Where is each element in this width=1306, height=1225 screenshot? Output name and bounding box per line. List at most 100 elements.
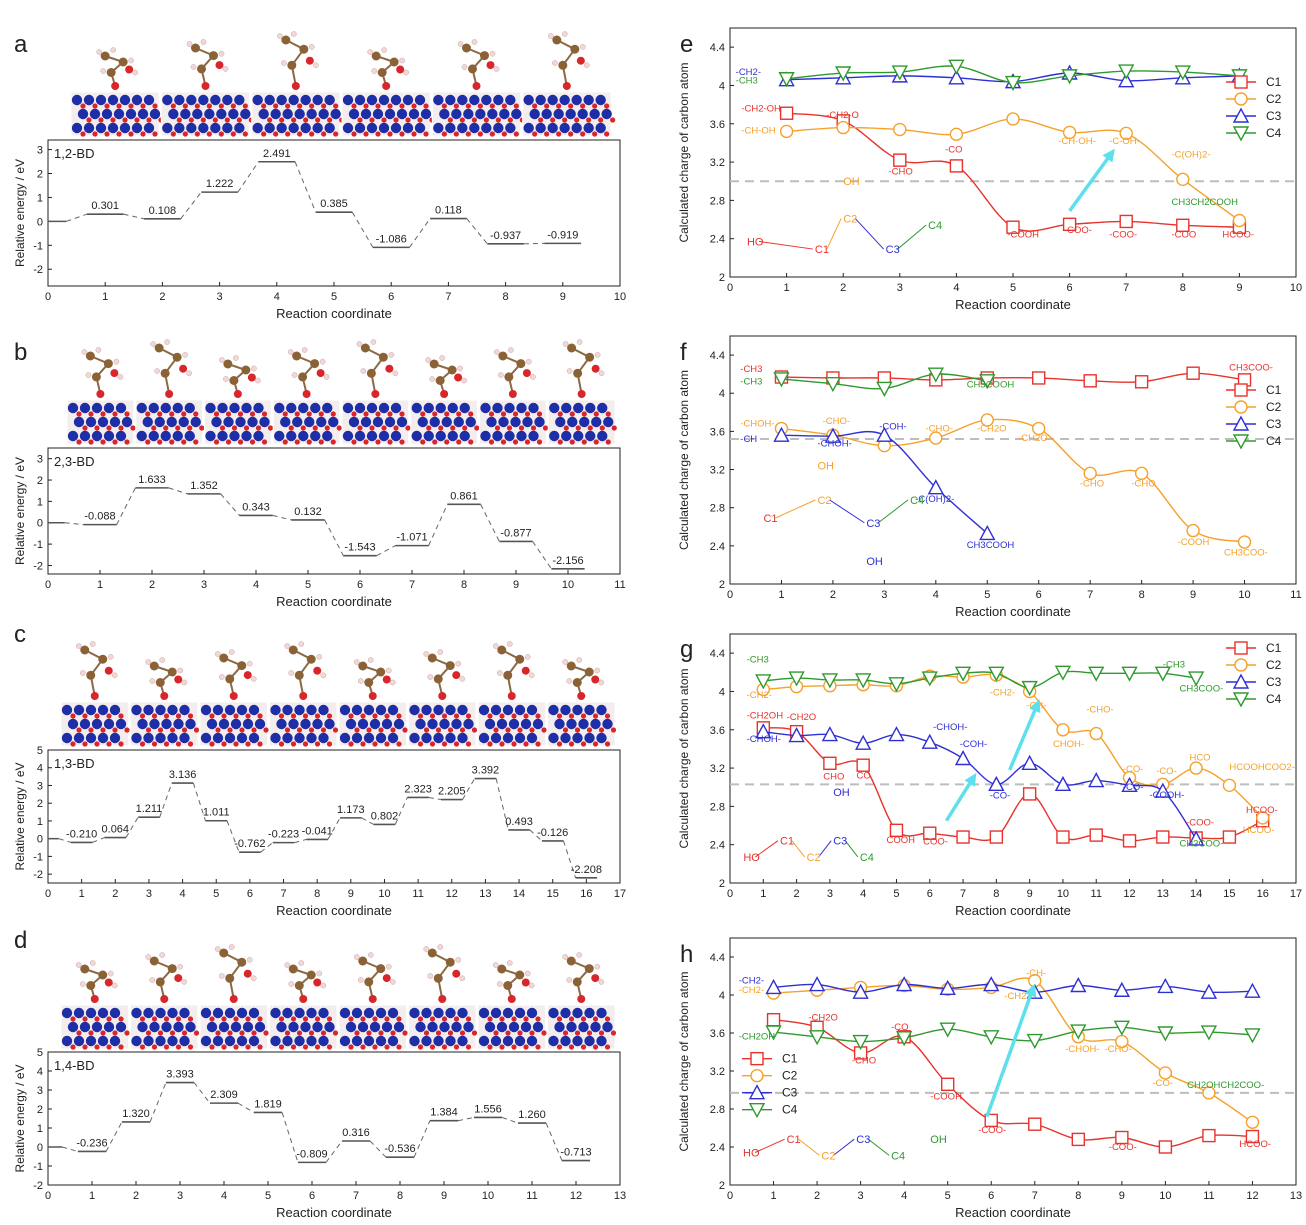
- energy-value-label: 1.320: [122, 1108, 150, 1120]
- hydrogen-atom: [388, 352, 395, 358]
- metal-atom: [172, 430, 183, 442]
- oxygen-atom: [174, 974, 183, 983]
- metal-atom: [445, 94, 456, 106]
- data-point: [748, 1084, 766, 1100]
- oxygen-atom: [157, 1030, 164, 1036]
- group-annotation: HCOO-: [1239, 1139, 1271, 1150]
- panel-letter: a: [14, 31, 28, 58]
- metal-atom: [200, 704, 212, 716]
- hydrogen-atom: [228, 944, 235, 950]
- charge-panel-f: f0 1 2 3 4 5 6 7 8 9 10 1122.42.83.23.644.4Reaction…: [677, 335, 1302, 619]
- oxygen-atom: [242, 103, 248, 109]
- oxygen-atom: [151, 1044, 158, 1050]
- oxygen-atom: [112, 411, 118, 417]
- x-tick-label: 6: [988, 1190, 994, 1202]
- hydrogen-atom: [367, 952, 374, 958]
- oxygen-atom: [179, 364, 188, 373]
- oxygen-atom: [163, 1016, 170, 1022]
- legend-label: C2: [1266, 92, 1282, 106]
- hydrogen-atom: [598, 370, 605, 377]
- oxygen-atom: [139, 713, 146, 719]
- oxygen-atom: [151, 425, 157, 431]
- oxygen-atom: [586, 727, 593, 733]
- energy-value-label: -0.223: [268, 829, 299, 841]
- data-point: [891, 65, 908, 81]
- metal-atom: [206, 718, 218, 730]
- hydrogen-atom: [149, 977, 156, 983]
- metal-atom: [180, 108, 191, 120]
- y-tick-label: 2: [37, 475, 43, 487]
- oxygen-atom: [563, 425, 569, 431]
- molecule-atom-label: C2: [821, 1150, 835, 1162]
- metal-atom: [252, 94, 263, 106]
- carbon-atom: [462, 43, 471, 53]
- metal-atom: [270, 1035, 281, 1047]
- hydrogen-atom: [385, 963, 392, 970]
- oxygen-atom: [332, 1030, 339, 1036]
- oxygen-atom: [382, 675, 391, 684]
- carbon-atom: [225, 674, 235, 684]
- metal-atom: [387, 1035, 399, 1047]
- oxygen-atom: [139, 1044, 146, 1050]
- metal-atom: [121, 416, 133, 428]
- oxygen-atom: [574, 117, 580, 123]
- oxygen-atom: [193, 727, 200, 733]
- oxygen-atom: [604, 713, 611, 719]
- oxygen-atom: [371, 390, 380, 398]
- data-point: [779, 124, 794, 139]
- x-tick-label: 4: [953, 282, 959, 294]
- metal-atom: [595, 122, 606, 134]
- data-point: [979, 374, 996, 390]
- group-annotation: -CHOH-: [817, 439, 851, 450]
- metal-atom: [584, 1007, 595, 1019]
- data-point: [750, 1068, 764, 1083]
- oxygen-atom: [580, 131, 586, 137]
- data-point: [1189, 761, 1203, 775]
- metal-atom: [259, 416, 270, 428]
- oxygen-atom: [239, 1030, 245, 1036]
- metal-atom: [229, 402, 240, 414]
- hydrogen-atom: [353, 659, 360, 665]
- oxygen-atom: [591, 675, 600, 684]
- oxygen-atom: [524, 411, 531, 417]
- oxygen-atom: [278, 713, 285, 719]
- y-tick-label: 0: [37, 216, 43, 228]
- oxygen-atom: [462, 425, 468, 431]
- group-annotation: -CH2OH: [739, 1032, 776, 1043]
- oxygen-atom: [326, 1016, 333, 1022]
- oxygen-atom: [592, 713, 599, 719]
- adsorption-structure: [338, 952, 408, 1050]
- oxygen-atom: [535, 1044, 541, 1050]
- oxygen-atom: [315, 117, 321, 123]
- data-point: [1176, 172, 1190, 187]
- hydrogen-atom: [547, 33, 554, 39]
- legend-label: C1: [1266, 641, 1282, 655]
- metal-atom: [91, 430, 103, 442]
- hydrogen-atom: [159, 657, 166, 663]
- metal-atom: [274, 402, 285, 414]
- oxygen-atom: [489, 103, 495, 109]
- data-point: [1070, 1024, 1087, 1040]
- oxygen-atom: [243, 969, 252, 978]
- oxygen-atom: [284, 1030, 291, 1036]
- group-annotation: -CO-: [1156, 766, 1177, 777]
- x-tick-label: 1: [778, 589, 784, 601]
- metal-atom: [583, 94, 594, 106]
- hydrogen-atom: [357, 977, 364, 983]
- hydrogen-atom: [423, 946, 430, 952]
- metal-atom: [453, 416, 464, 428]
- oxygen-atom: [118, 1044, 124, 1050]
- data-point: [1056, 723, 1070, 737]
- oxygen-atom: [169, 727, 176, 733]
- energy-value-label: -0.713: [560, 1147, 591, 1159]
- energy-value-label: 1.819: [254, 1098, 282, 1110]
- adsorption-structure: [199, 944, 269, 1050]
- hydrogen-atom: [186, 370, 192, 377]
- oxygen-atom: [104, 666, 113, 675]
- oxygen-atom: [604, 1044, 611, 1050]
- metal-atom: [591, 416, 602, 428]
- metal-atom: [274, 430, 285, 442]
- metal-atom: [61, 704, 73, 716]
- oxygen-atom: [239, 727, 245, 733]
